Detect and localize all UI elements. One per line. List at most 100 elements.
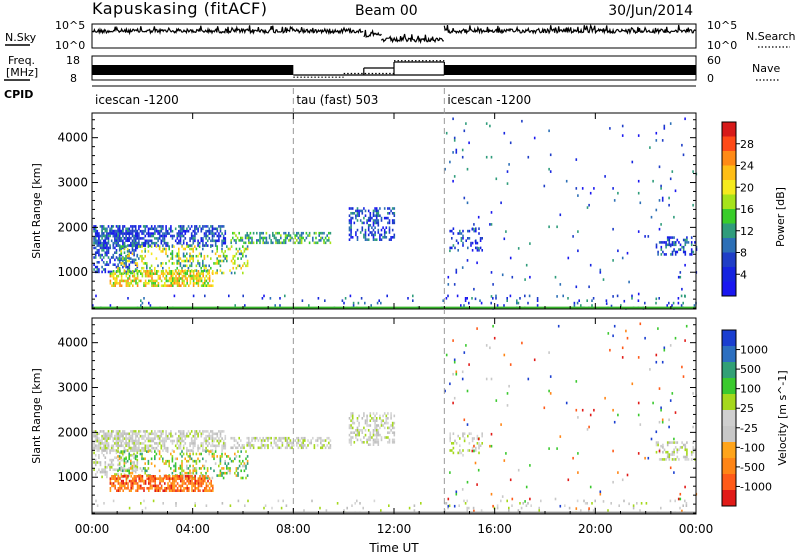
scatter-cell (156, 272, 158, 275)
scatter-cell (176, 475, 179, 478)
scatter-cell (207, 489, 209, 492)
scatter-cell (154, 225, 156, 228)
scatter-cell (149, 279, 152, 283)
scatter-cell (166, 244, 169, 247)
scatter-cell (102, 234, 105, 238)
scatter-cell (208, 452, 210, 456)
scatter-cell (152, 499, 155, 503)
scatter-cell (316, 439, 319, 442)
scatter-cell (671, 250, 674, 254)
scatter-cell (350, 441, 352, 444)
scatter-cell (356, 236, 359, 239)
scatter-cell (124, 487, 126, 490)
scatter-cell (588, 507, 590, 510)
scatter-cell (273, 441, 276, 445)
scatter-cell (235, 474, 238, 477)
scatter-cell (235, 234, 237, 237)
scatter-cell (367, 429, 370, 432)
scatter-cell (133, 274, 136, 278)
scatter-cell (211, 442, 214, 445)
scatter-cell (479, 239, 482, 242)
scatter-cell (301, 299, 304, 302)
scatter-cell (390, 236, 392, 239)
scatter-cell (211, 232, 214, 235)
scatter-cell (157, 449, 159, 452)
scatter-cell (519, 297, 521, 300)
scatter-cell (158, 245, 161, 248)
scatter-cell (196, 482, 198, 485)
scatter-cell (138, 449, 140, 452)
scatter-cell (477, 468, 480, 472)
scatter-cell (674, 250, 677, 254)
scatter-cell (509, 256, 512, 260)
scatter-cell (118, 225, 121, 228)
scatter-cell (171, 257, 174, 260)
scatter-cell (131, 432, 134, 436)
scatter-cell (179, 446, 182, 450)
scatter-cell (147, 241, 150, 245)
scatter-cell (390, 417, 392, 420)
scatter-cell (393, 214, 396, 217)
scatter-cell (378, 299, 380, 302)
scatter-cell (181, 437, 183, 440)
scatter-cell (183, 479, 185, 483)
scatter-cell (186, 450, 188, 453)
scatter-cell (203, 439, 206, 443)
scatter-cell (210, 229, 212, 233)
scatter-cell (668, 243, 671, 247)
scatter-cell (462, 449, 464, 452)
power-ytick-label-3: 4000 (57, 131, 88, 145)
scatter-cell (116, 489, 118, 492)
scatter-cell (235, 247, 238, 251)
scatter-cell (221, 271, 223, 275)
scatter-cell (471, 249, 474, 252)
scatter-cell (144, 462, 146, 465)
scatter-cell (584, 502, 587, 505)
scatter-cell (189, 227, 191, 231)
scatter-cell (391, 424, 394, 427)
scatter-cell (164, 277, 166, 280)
scatter-cell (163, 247, 166, 251)
scatter-cell (136, 232, 139, 235)
scatter-cell (101, 430, 103, 433)
scatter-cell (93, 442, 95, 445)
scatter-cell (205, 437, 207, 440)
scatter-cell (171, 250, 174, 253)
scatter-cell (191, 484, 193, 488)
scatter-cell (192, 444, 195, 448)
scatter-cell (299, 236, 301, 240)
scatter-cell (610, 502, 612, 505)
scatter-cell (197, 254, 199, 258)
scatter-cell (191, 487, 193, 490)
scatter-cell (383, 231, 386, 234)
scatter-cell (657, 327, 659, 330)
scatter-cell (348, 424, 351, 427)
scatter-cell (260, 439, 263, 442)
scatter-cell (218, 237, 220, 240)
scatter-cell (154, 455, 156, 458)
scatter-cell (117, 469, 119, 473)
power-ytick-label-2: 3000 (57, 176, 88, 190)
scatter-cell (198, 262, 201, 265)
scatter-cell (174, 464, 177, 468)
scatter-cell (152, 439, 155, 443)
scatter-cell (141, 477, 144, 480)
scatter-cell (214, 252, 217, 256)
scatter-cell (190, 437, 193, 440)
scatter-cell (134, 439, 137, 443)
scatter-cell (194, 430, 196, 433)
scatter-cell (188, 477, 190, 480)
scatter-cell (181, 234, 183, 238)
scatter-cell (244, 241, 247, 245)
scatter-cell (214, 262, 217, 265)
scatter-cell (385, 414, 388, 418)
scatter-cell (98, 241, 100, 245)
scatter-cell (93, 241, 95, 245)
scatter-cell (123, 457, 126, 461)
scatter-cell (178, 257, 180, 260)
scatter-cell (207, 282, 209, 285)
scatter-cell (412, 294, 414, 298)
scatter-cell (154, 232, 156, 235)
scatter-cell (237, 450, 239, 453)
scatter-cell (671, 304, 673, 307)
